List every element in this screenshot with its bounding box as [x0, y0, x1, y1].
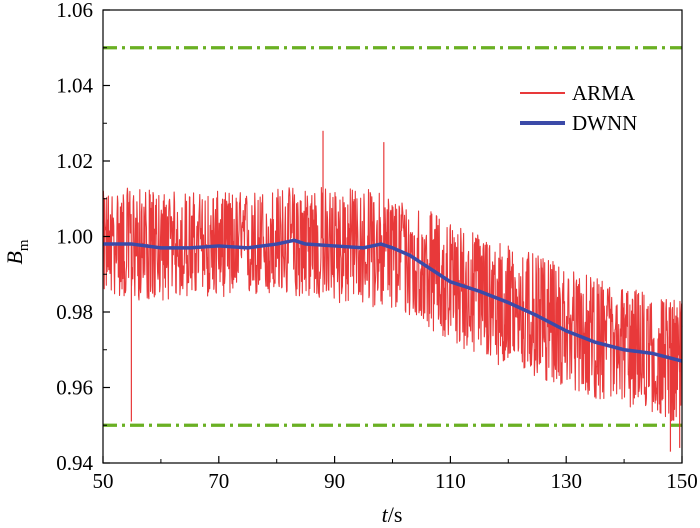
y-axis-label: Bm [2, 239, 32, 264]
y-tick-label: 1.02 [56, 149, 93, 173]
y-axis-label-sub: m [16, 239, 32, 251]
y-tick-label: 1.04 [56, 74, 93, 98]
x-axis-label-var: t [382, 502, 389, 527]
y-tick-label: 1.00 [56, 225, 93, 249]
legend: ARMA DWNN [520, 81, 637, 135]
legend-label-dwnn: DWNN [572, 111, 637, 135]
legend-label-arma: ARMA [572, 81, 636, 105]
y-tick-label: 0.94 [56, 451, 93, 475]
x-tick-label: 50 [93, 469, 114, 493]
threshold-lines [103, 46, 682, 427]
series-line-dwnn [103, 238, 683, 363]
x-axis-label-unit: /s [388, 502, 403, 527]
y-tick-label: 0.98 [56, 300, 93, 324]
x-tick-label: 110 [435, 469, 466, 493]
y-axis-label-main: B [2, 251, 27, 264]
x-axis-label: t/s [382, 502, 403, 527]
x-tick-label: 70 [208, 469, 229, 493]
series-lines [102, 130, 683, 452]
y-tick-label: 0.96 [56, 376, 93, 400]
x-tick-label: 90 [324, 469, 345, 493]
y-tick-label: 1.06 [56, 0, 93, 22]
x-tick-label: 150 [666, 469, 698, 493]
x-tick-label: 130 [550, 469, 582, 493]
axis-ticks: 50 70 90 110 130 150 0.94 0.96 0.98 1.00 1.02 1.04 1… [56, 0, 698, 493]
series-line-arma [102, 186, 683, 422]
